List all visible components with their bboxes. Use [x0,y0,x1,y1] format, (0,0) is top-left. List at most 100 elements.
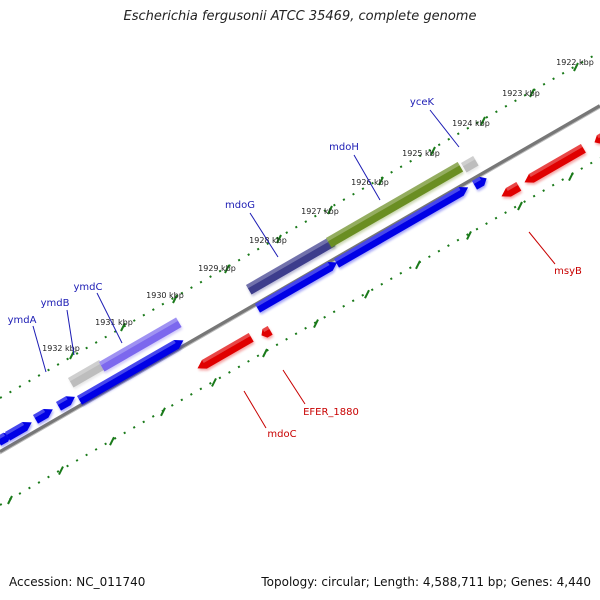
scale-major-tick [378,176,384,186]
scale-major-tick [415,260,421,270]
scale-tick-label: 1925 kbp [402,149,440,158]
gene-rev-3-bevel [505,182,519,192]
scale-tick-label: 1922 kbp [556,58,594,67]
scale-major-tick [313,319,319,329]
gene-label-mdoh[interactable]: mdoH [329,142,359,153]
gene-label-ymdb[interactable]: ymdB [41,298,70,309]
scale-tick-label: 1924 kbp [452,119,490,128]
scale-major-tick [430,146,436,156]
gene-fwd-1-bevel [0,432,6,439]
scale-tick-label: 1930 kbp [146,291,184,300]
scale-major-tick [172,294,178,304]
gene-fwd-5[interactable] [77,340,184,405]
gene-yceK-pseudo[interactable] [461,156,479,173]
gene-label-ycek-leader [429,109,460,148]
scale-major-tick [276,234,282,244]
gene-ymdC-bevel [99,317,178,366]
gene-mdoC-bevel [201,333,251,364]
gene-label-mdog[interactable]: mdoG [225,200,255,211]
gene-ymdB-pseudo-bevel [68,360,102,382]
scale-dotted-line-outer [0,51,600,399]
gene-label-mdoh-leader [353,154,381,201]
gene-ymdC[interactable] [99,317,182,372]
gene-label-efer_1880-leader [282,369,306,405]
gene-fwd-4[interactable] [56,396,75,411]
gene-rev-3-body [501,182,522,197]
gene-mdoH-body [326,162,464,248]
scale-major-tick [7,495,13,505]
genome-summary-text: Topology: circular; Length: 4,588,711 bp… [261,575,591,589]
gene-EFER_1880[interactable] [261,326,273,338]
gene-label-ymda[interactable]: ymdA [8,315,37,326]
scale-dotted-line-inner [0,157,600,506]
gene-mdoH-bevel [326,162,460,242]
gene-label-ymdc[interactable]: ymdC [74,282,103,293]
gene-fwd-2[interactable] [5,422,32,441]
gene-ymdB-pseudo-body [68,360,105,388]
genome-title: Escherichia fergusonii ATCC 35469, compl… [123,9,477,24]
scale-tick-label: 1929 kbp [198,264,236,273]
scale-major-tick [517,201,523,211]
scale-major-tick [224,264,230,274]
gene-fwd-2-body [5,422,32,441]
gene-mdoG-bevel [246,236,332,289]
scale-major-tick [58,466,64,476]
gene-label-efer_1880[interactable]: EFER_1880 [303,407,359,418]
scale-tick-label: 1931 kbp [95,318,133,327]
gene-rev-5-bevel [596,133,600,139]
gene-fwd-7-bevel [334,187,461,263]
scale-major-tick [364,289,370,299]
gene-yceK-pseudo-body [461,156,479,173]
gene-mdoC[interactable] [197,333,254,369]
scale-major-tick [160,407,166,417]
gene-mdoG-body [246,236,336,295]
gene-fwd-8[interactable] [472,176,487,190]
gene-fwd-5-body [77,340,184,405]
gene-rev-5[interactable] [594,131,600,144]
gene-label-ymda-leader [32,325,47,373]
scale-major-tick [327,205,333,215]
gene-ymdB-pseudo[interactable] [68,360,105,388]
gene-layer [0,131,600,446]
gene-fwd-6-bevel [255,262,330,308]
scale-major-tick [529,88,535,98]
gene-label-mdoc-leader [243,390,267,429]
gene-msyB[interactable] [524,144,586,183]
gene-labels: yceK mdoH mdoG ymdC ymdB ymdA msyB EFER_1880mdo… [8,97,582,440]
gene-EFER_1880-bevel [262,326,270,333]
gene-label-ymdc-leader [96,292,123,344]
scale-major-tick [466,230,472,240]
gene-fwd-2-bevel [5,422,25,436]
scale-major-tick [109,436,115,446]
scale-tick-label: 1932 kbp [42,344,80,353]
gene-label-msyb-leader [528,231,556,265]
accession-text: Accession: NC_011740 [9,575,146,589]
gene-fwd-7-body [334,187,469,268]
gene-fwd-5-bevel [77,340,176,400]
scale-major-tick [120,322,126,332]
scale-tick-label: 1923 kbp [502,89,540,98]
gene-fwd-7[interactable] [334,187,469,268]
gene-fwd-6[interactable] [255,262,338,313]
gene-msyB-bevel [528,144,583,178]
scale-major-tick [568,172,574,182]
gene-label-msyb[interactable]: msyB [554,266,582,277]
gene-fwd-6-body [255,262,338,313]
scale-tick-label: 1927 kbp [301,207,339,216]
gene-label-ymdb-leader [66,309,75,356]
gene-ymdC-body [99,317,182,372]
gene-label-mdog-leader [249,212,279,258]
gene-rev-3[interactable] [501,182,522,197]
gene-mdoH[interactable] [326,162,464,248]
gene-fwd-3[interactable] [33,409,53,424]
gene-fwd-3-bevel [33,409,46,419]
gene-label-mdoc[interactable]: mdoC [267,429,296,440]
scale-major-tick [211,377,217,387]
scale-major-tick [262,348,268,358]
gene-yceK-pseudo-bevel [461,156,476,167]
gene-mdoG[interactable] [246,236,336,295]
gene-label-ycek[interactable]: yceK [410,97,435,108]
